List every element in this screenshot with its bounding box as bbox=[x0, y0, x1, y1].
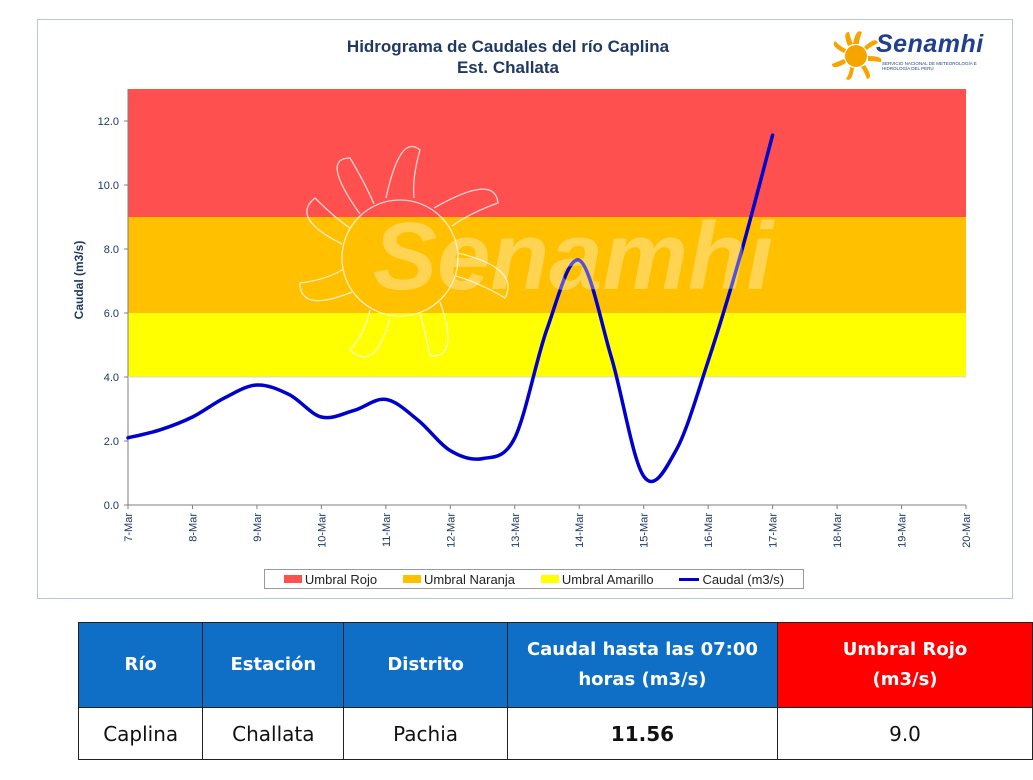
chart-frame: Hidrograma de Caudales del río Caplina E… bbox=[37, 19, 1013, 599]
station-info-table: Río Estación Distrito Caudal hasta las 0… bbox=[77, 622, 1033, 760]
y-tick-label: 2.0 bbox=[104, 436, 119, 448]
legend-label: Umbral Rojo bbox=[304, 571, 378, 587]
legend-label: Caudal (m3/s) bbox=[702, 571, 785, 587]
y-axis-label: Caudal (m3/s) bbox=[72, 241, 86, 320]
band-umbral-naranja bbox=[128, 217, 966, 313]
chart-title: Hidrograma de Caudales del río Caplina E… bbox=[218, 36, 798, 78]
x-tick-label: 19-Mar bbox=[897, 513, 909, 548]
chart-title-main: Hidrograma de Caudales del río Caplina bbox=[346, 37, 670, 56]
header-caudal: Caudal hasta las 07:00 horas (m3/s) bbox=[506, 622, 779, 708]
senamhi-logo: Senamhi SERVICIO NACIONAL DE METEOROLOGÍ… bbox=[828, 28, 988, 84]
header-umbral-rojo: Umbral Rojo (m3/s) bbox=[777, 622, 1033, 708]
legend-swatch bbox=[540, 575, 559, 583]
x-tick-label: 18-Mar bbox=[832, 513, 844, 548]
logo-name: Senamhi bbox=[876, 30, 984, 58]
header-estacion: Estación bbox=[202, 622, 345, 708]
legend-item: Umbral Rojo bbox=[283, 571, 378, 587]
x-tick-label: 13-Mar bbox=[510, 513, 522, 548]
threshold-bands bbox=[128, 89, 966, 377]
band-umbral-rojo bbox=[128, 89, 966, 217]
plot-axes bbox=[127, 89, 966, 506]
table-row: Caplina Challata Pachia 11.56 9.0 bbox=[77, 707, 1033, 760]
x-tick-label: 12-Mar bbox=[445, 513, 457, 548]
legend-label: Umbral Naranja bbox=[423, 571, 516, 587]
watermark-sun-icon bbox=[299, 145, 509, 358]
y-ticks: 0.0 2.0 4.0 6.0 8.0 10.0 12.0 bbox=[98, 116, 128, 512]
hydrograph-plot: 0.0 2.0 4.0 6.0 8.0 10.0 12.0 7-Mar 8-Mar 9-Mar 1… bbox=[72, 89, 973, 548]
chart-subtitle: Est. Challata bbox=[456, 58, 560, 77]
y-tick-label: 4.0 bbox=[104, 372, 119, 384]
x-tick-label: 16-Mar bbox=[703, 513, 715, 548]
sun-logo-icon bbox=[832, 31, 882, 80]
band-umbral-amarillo bbox=[128, 313, 966, 377]
x-tick-label: 14-Mar bbox=[574, 513, 586, 548]
logo-subtitle: SERVICIO NACIONAL DE METEOROLOGÍA E HIDR… bbox=[882, 61, 977, 71]
y-tick-label: 10.0 bbox=[98, 180, 119, 192]
cell-distrito: Pachia bbox=[343, 707, 508, 760]
legend-item: Umbral Amarillo bbox=[540, 571, 654, 587]
legend-swatch bbox=[679, 577, 700, 581]
x-tick-label: 15-Mar bbox=[639, 513, 651, 548]
legend-item: Umbral Naranja bbox=[402, 571, 516, 587]
series-caudal-line bbox=[126, 133, 775, 484]
x-tick-label: 20-Mar bbox=[961, 513, 973, 548]
y-tick-label: 8.0 bbox=[104, 244, 119, 256]
legend: Umbral Rojo Umbral Naranja Umbral Amarillo… bbox=[264, 569, 804, 589]
x-tick-label: 11-Mar bbox=[381, 513, 393, 547]
header-distrito: Distrito bbox=[343, 622, 508, 708]
table-header-row: Río Estación Distrito Caudal hasta las 0… bbox=[77, 622, 1033, 708]
y-tick-label: 12.0 bbox=[98, 116, 119, 128]
legend-swatch bbox=[283, 575, 302, 583]
cell-estacion: Challata bbox=[202, 707, 345, 760]
legend-item: Caudal (m3/s) bbox=[679, 572, 784, 587]
legend-label: Umbral Amarillo bbox=[561, 571, 654, 587]
x-tick-label: 8-Mar bbox=[187, 513, 199, 542]
x-tick-label: 17-Mar bbox=[768, 513, 780, 548]
cell-umbral-rojo: 9.0 bbox=[777, 707, 1033, 760]
y-tick-label: 6.0 bbox=[104, 308, 119, 320]
legend-swatch bbox=[402, 575, 421, 583]
x-tick-label: 7-Mar bbox=[123, 513, 135, 542]
x-tick-label: 9-Mar bbox=[252, 513, 264, 542]
x-ticks: 7-Mar 8-Mar 9-Mar 10-Mar 11-Mar 12-Mar 13-Mar 1… bbox=[123, 505, 973, 548]
header-rio: Río bbox=[77, 622, 204, 708]
cell-rio: Caplina bbox=[77, 707, 204, 760]
x-tick-label: 10-Mar bbox=[316, 513, 328, 548]
cell-caudal: 11.56 bbox=[506, 707, 779, 760]
y-tick-label: 0.0 bbox=[104, 500, 119, 512]
